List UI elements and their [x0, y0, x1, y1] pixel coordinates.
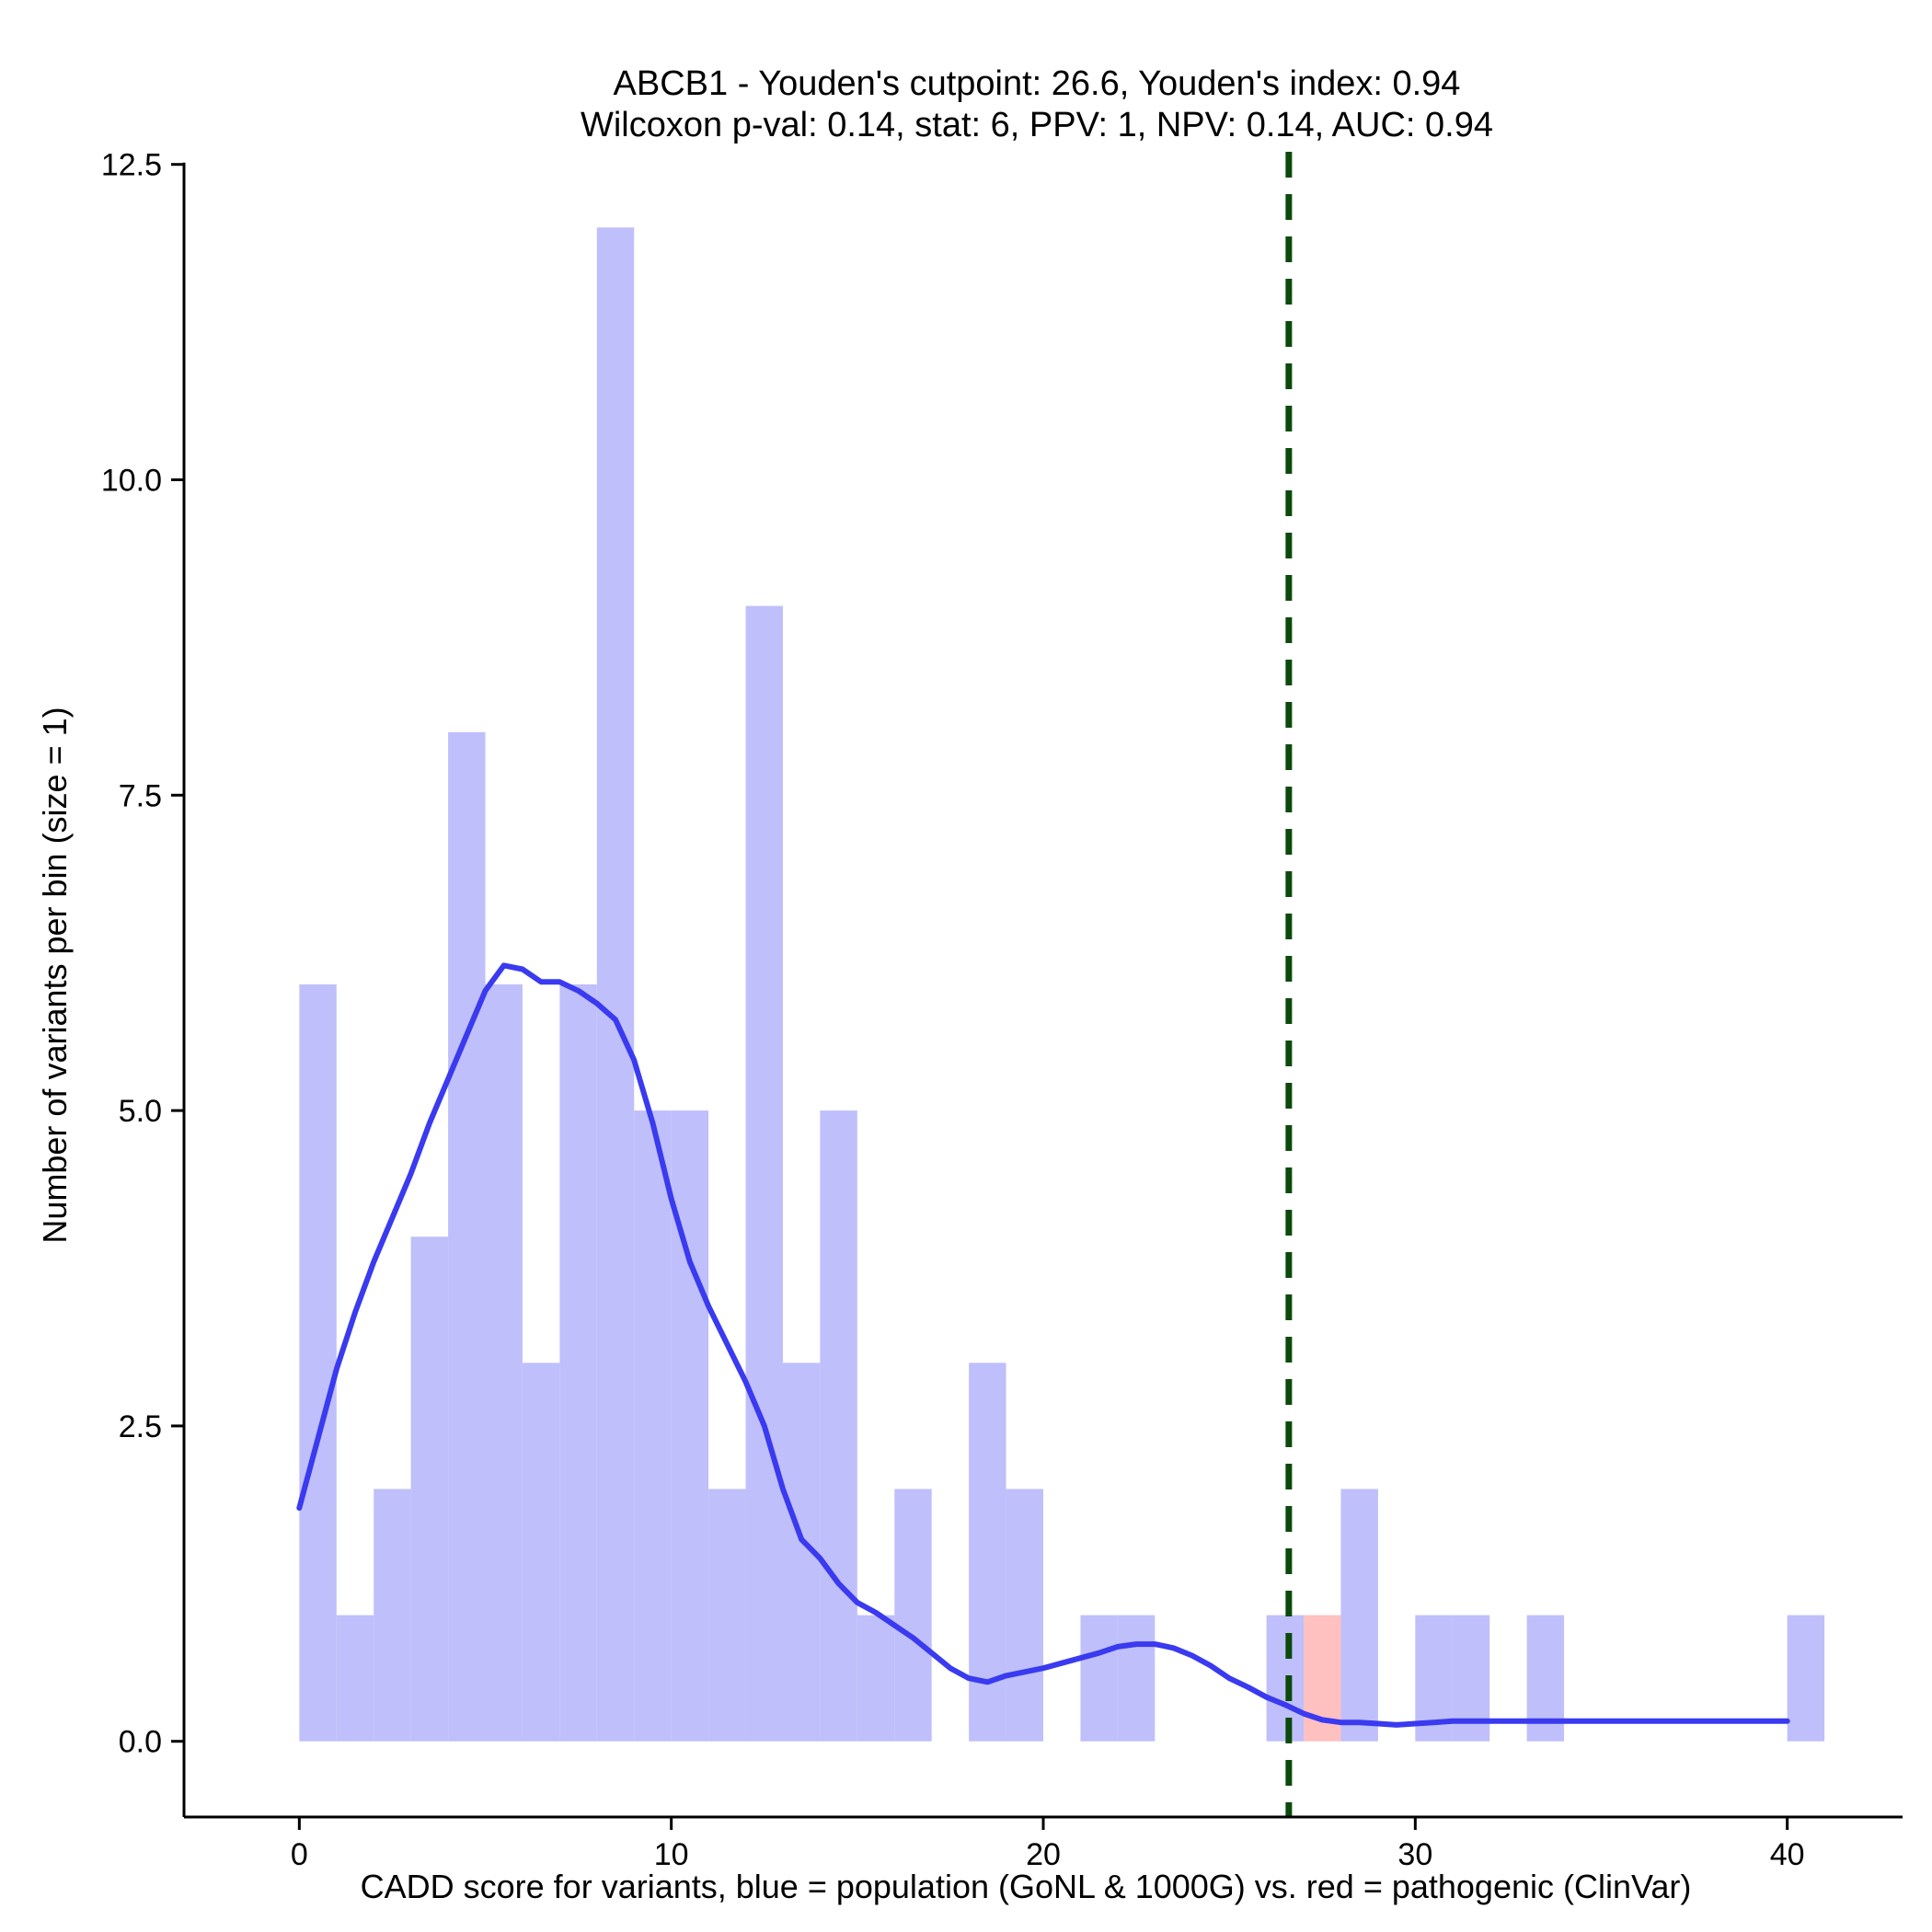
population-bar-3	[410, 1236, 449, 1742]
y-tick-label-5: 5.0	[119, 1094, 162, 1129]
y-axis-ticks: 0.0 2.5 5.0 7.5 10.0 12.5	[101, 148, 184, 1760]
population-bar-15	[857, 1615, 895, 1742]
population-bar-4	[448, 731, 486, 1742]
x-axis-ticks: 0 10 20 30 40	[291, 1817, 1805, 1872]
y-tick-label-0: 0.0	[119, 1725, 162, 1760]
population-bar-22	[1117, 1615, 1156, 1742]
chart-title-line-1: ABCB1 - Youden's cutpoint: 26.6, Youden'…	[614, 64, 1461, 103]
x-tick-label-40: 40	[1770, 1837, 1805, 1872]
density-curve	[296, 962, 1790, 1728]
population-bar-11	[708, 1489, 746, 1742]
population-bar-12	[745, 605, 783, 1742]
x-axis-title: CADD score for variants, blue = populati…	[361, 1868, 1692, 1905]
population-bar-7	[559, 984, 597, 1742]
population-bar-21	[1080, 1615, 1118, 1742]
y-tick-label-10: 10.0	[101, 464, 162, 499]
population-bar-19	[1006, 1489, 1043, 1742]
population-bar-16	[894, 1489, 932, 1742]
x-tick-label-10: 10	[654, 1837, 689, 1872]
population-bars	[299, 227, 1825, 1742]
population-bar-2	[374, 1489, 411, 1742]
population-bar-28	[1340, 1489, 1378, 1742]
y-tick-label-2.5: 2.5	[119, 1409, 162, 1444]
population-bar-26	[1266, 1615, 1305, 1742]
x-tick-label-0: 0	[291, 1837, 308, 1872]
y-axis-title: Number of variants per bin (size = 1)	[36, 707, 74, 1243]
population-bar-9	[634, 1110, 672, 1742]
y-tick-label-12.5: 12.5	[101, 148, 162, 183]
population-bar-8	[596, 227, 635, 1742]
x-tick-label-20: 20	[1026, 1837, 1061, 1872]
population-bar-5	[485, 984, 523, 1742]
population-bar-40	[1787, 1615, 1825, 1742]
chart-title-line-2: Wilcoxon p-val: 0.14, stat: 6, PPV: 1, N…	[581, 106, 1493, 144]
y-tick-label-7.5: 7.5	[119, 778, 162, 813]
population-bar-14	[820, 1110, 857, 1742]
x-tick-label-30: 30	[1397, 1837, 1432, 1872]
population-bar-6	[522, 1363, 560, 1742]
population-bar-10	[671, 1110, 709, 1742]
population-bar-1	[336, 1615, 374, 1742]
population-bar-0	[299, 984, 337, 1742]
